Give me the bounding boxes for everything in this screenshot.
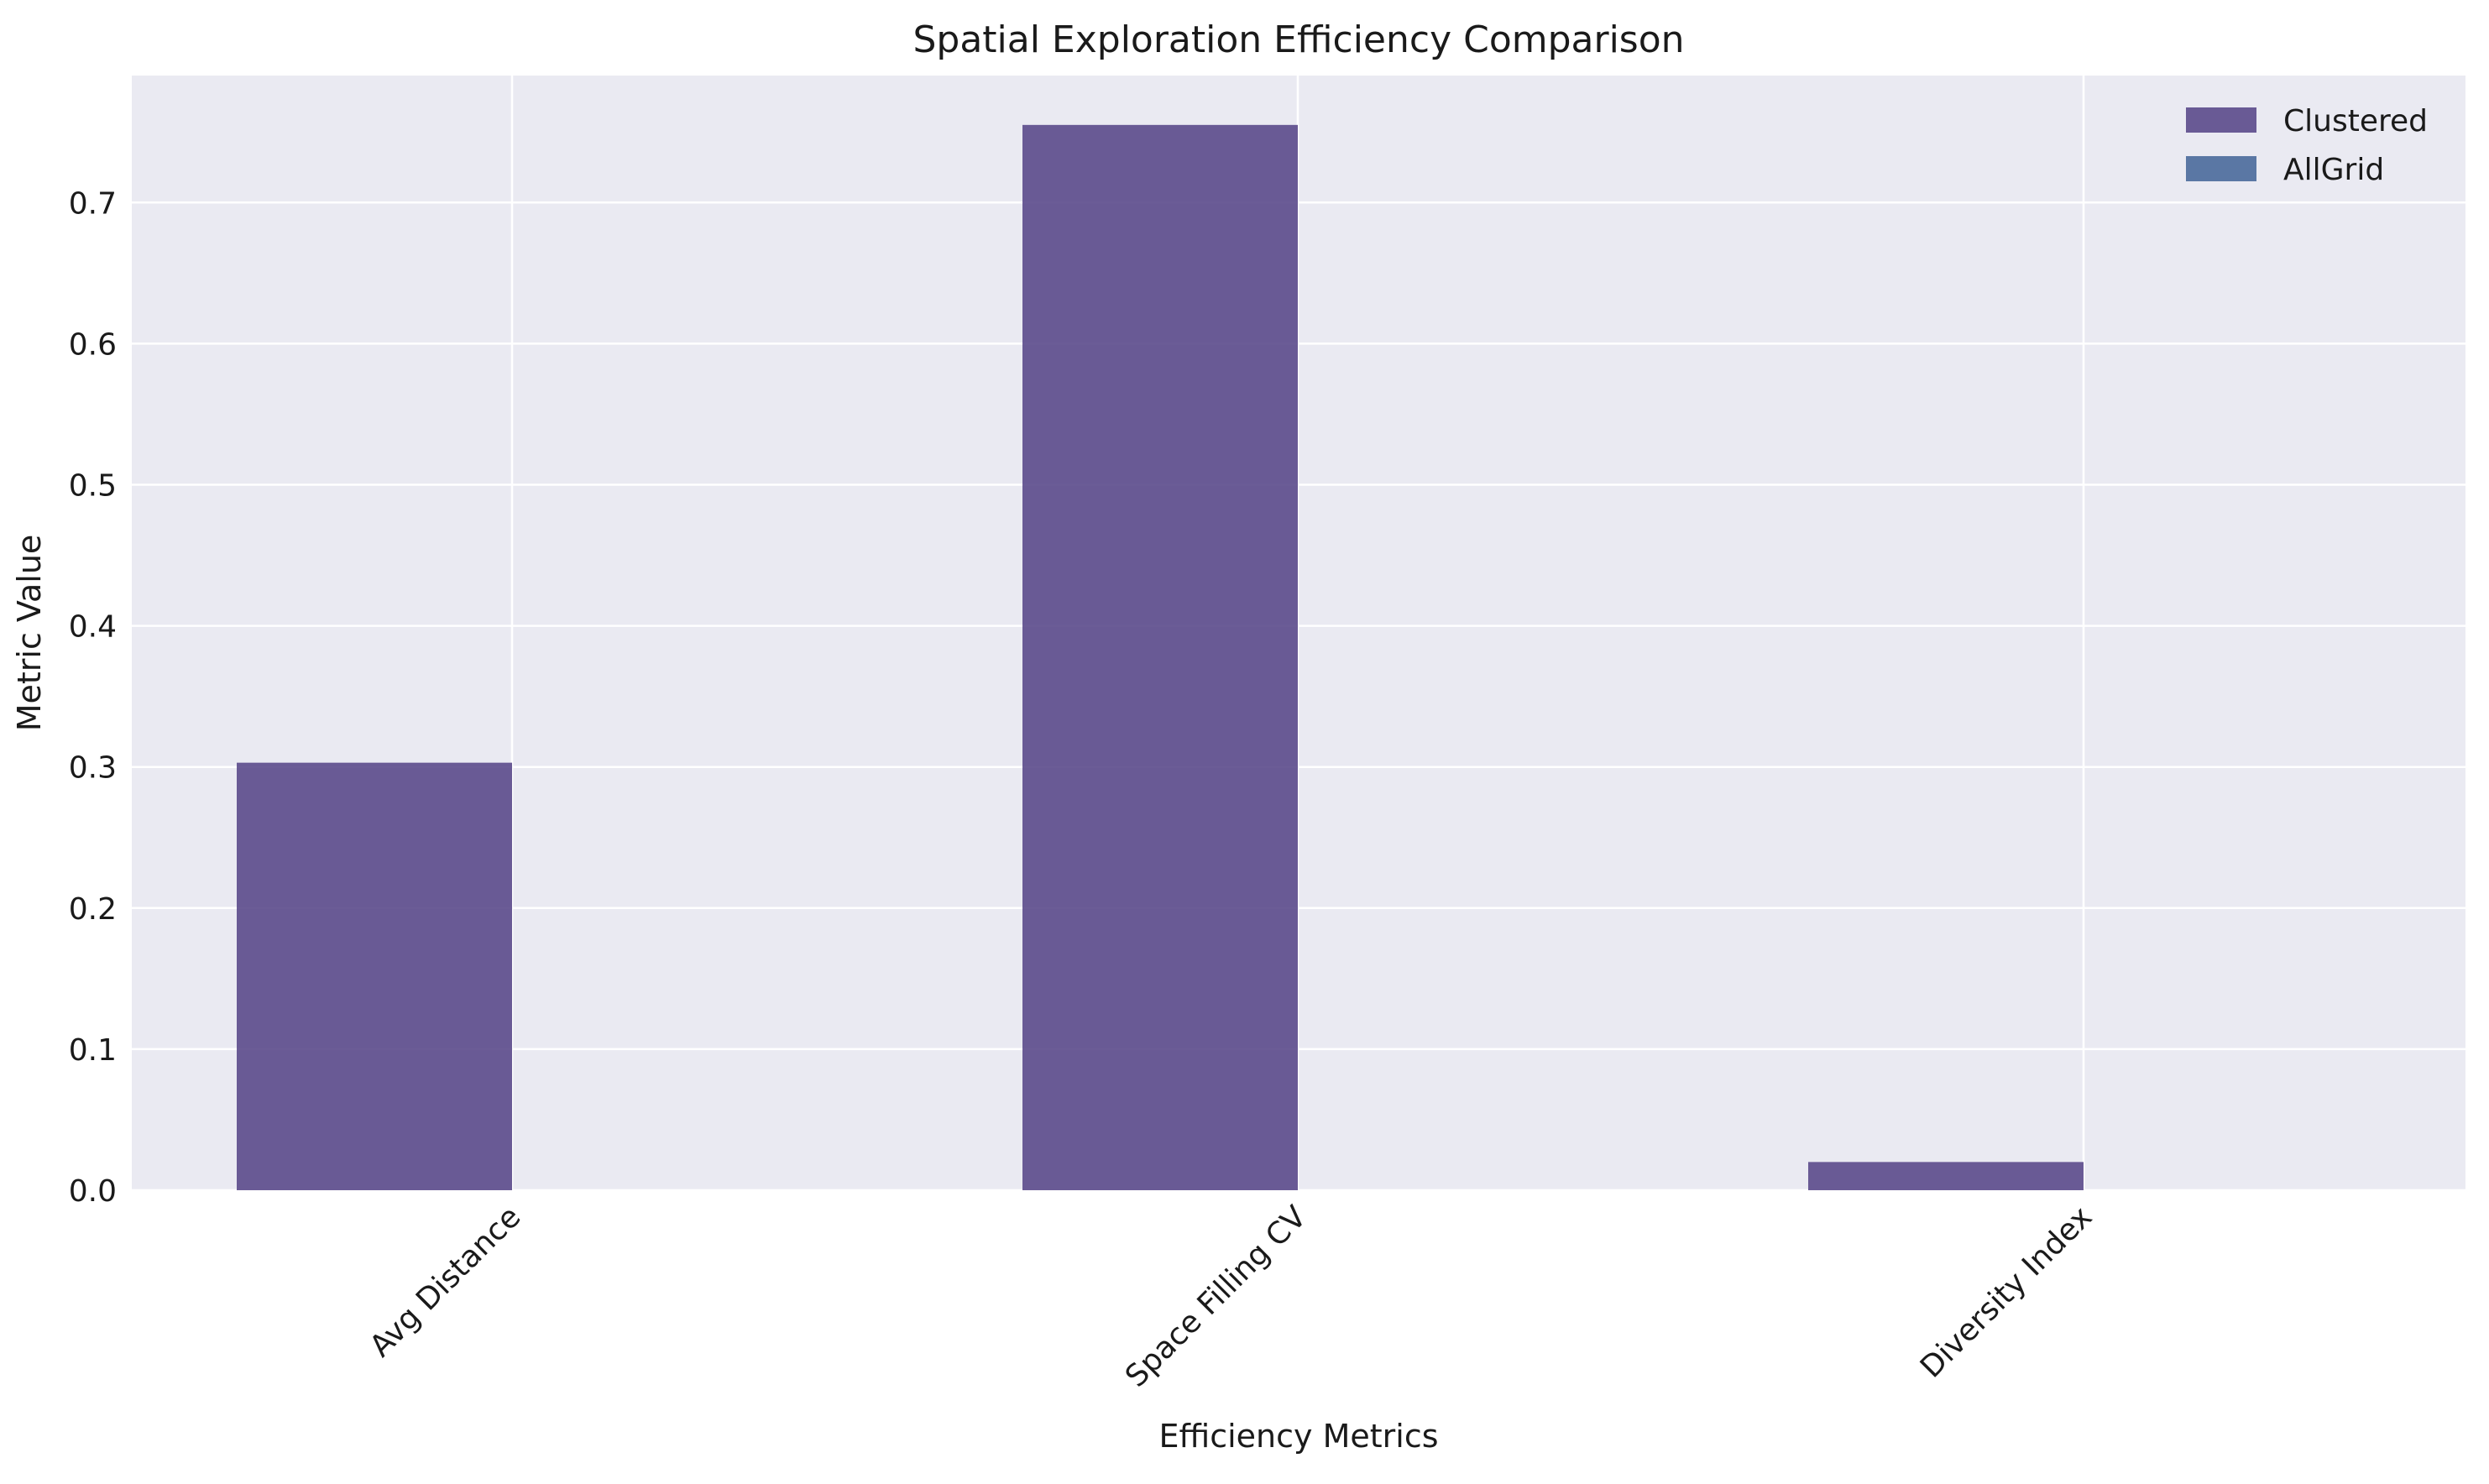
legend-swatch-allgrid bbox=[2186, 156, 2256, 181]
y-tick-label: 0.2 bbox=[69, 892, 117, 927]
chart-title: Spatial Exploration Efficiency Compariso… bbox=[912, 18, 1684, 61]
y-tick-label: 0.6 bbox=[69, 327, 117, 362]
y-tick-label: 0.0 bbox=[69, 1174, 117, 1209]
legend-swatch-clustered bbox=[2186, 107, 2256, 133]
x-axis-label: Efficiency Metrics bbox=[1158, 1418, 1438, 1455]
legend-label-allgrid: AllGrid bbox=[2283, 153, 2384, 187]
y-tick-label: 0.7 bbox=[69, 186, 117, 221]
bars bbox=[237, 124, 2084, 1190]
legend: Clustered AllGrid bbox=[2186, 104, 2428, 187]
y-axis: 0.0 0.1 0.2 0.3 0.4 0.5 0.6 0.7 bbox=[69, 186, 117, 1209]
x-tick-label: Avg Distance bbox=[363, 1199, 528, 1364]
x-axis: Avg Distance Space Filling CV Diversity In… bbox=[363, 1199, 2099, 1394]
bar-clustered-3 bbox=[1808, 1162, 2084, 1190]
y-tick-label: 0.5 bbox=[69, 468, 117, 503]
y-tick-label: 0.1 bbox=[69, 1033, 117, 1068]
bar-clustered-1 bbox=[237, 762, 512, 1190]
x-tick-label: Space Filling CV bbox=[1119, 1199, 1314, 1394]
y-tick-label: 0.3 bbox=[69, 751, 117, 786]
y-axis-label: Metric Value bbox=[11, 535, 48, 732]
x-tick-label: Diversity Index bbox=[1914, 1199, 2099, 1384]
bar-clustered-2 bbox=[1022, 124, 1298, 1190]
legend-label-clustered: Clustered bbox=[2283, 104, 2428, 138]
y-tick-label: 0.4 bbox=[69, 610, 117, 645]
